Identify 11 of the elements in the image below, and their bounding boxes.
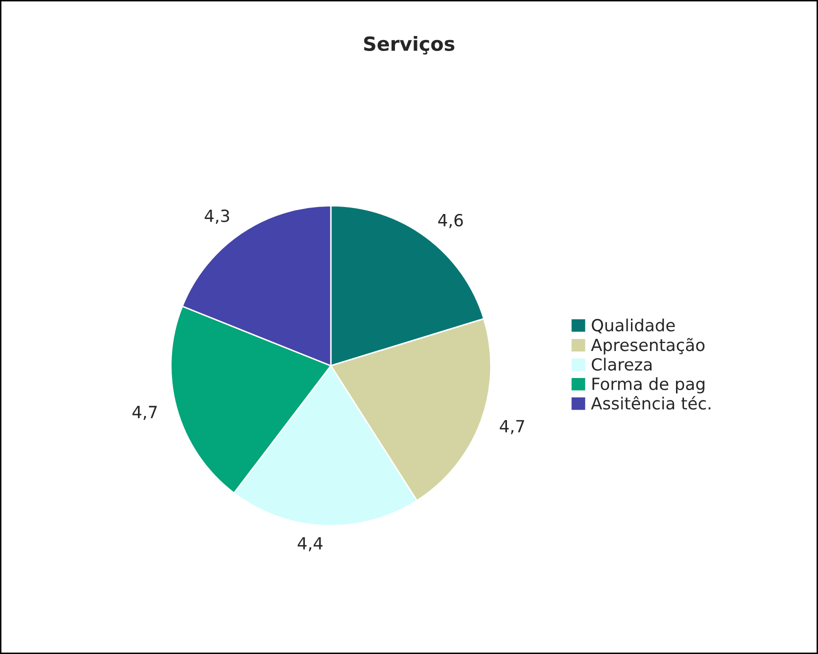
data-label: 4,6 xyxy=(438,214,463,228)
legend-label: Forma de pag xyxy=(592,377,704,394)
legend-label: Clareza xyxy=(592,358,652,371)
legend-label: Apresentação xyxy=(591,338,705,354)
data-label: 4,3 xyxy=(204,210,230,224)
data-label: 4,7 xyxy=(132,406,157,420)
legend-label: Assitência téc. xyxy=(591,396,710,410)
legend-label: Qualidade xyxy=(592,318,675,334)
data-label: 4,7 xyxy=(500,420,524,434)
chart-title: Serviços xyxy=(364,36,454,55)
data-label: 4,4 xyxy=(298,537,323,552)
